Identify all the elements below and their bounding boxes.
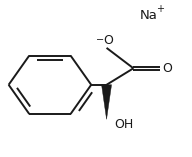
Polygon shape [102, 85, 112, 119]
Text: OH: OH [114, 118, 133, 130]
Text: O: O [162, 62, 172, 75]
Text: Na: Na [140, 9, 158, 22]
Text: −: − [96, 35, 104, 45]
Text: +: + [156, 4, 164, 14]
Text: O: O [103, 34, 113, 47]
